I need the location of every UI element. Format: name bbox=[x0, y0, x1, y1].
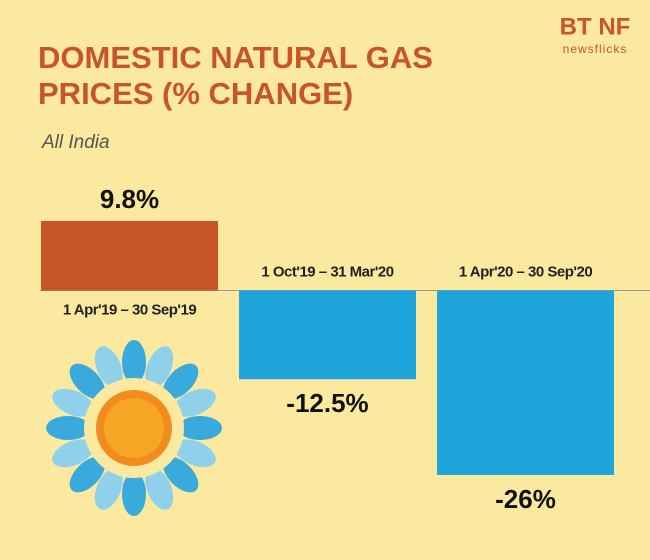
sun-ray bbox=[145, 468, 174, 510]
sun-ray bbox=[122, 340, 146, 384]
sun-ray bbox=[52, 439, 94, 468]
bar bbox=[437, 290, 614, 475]
value-label: 9.8% bbox=[100, 184, 159, 214]
brand-logo: BT NF bbox=[560, 13, 631, 40]
sun-ray bbox=[178, 416, 222, 440]
category-label: 1 Apr'19 – 30 Sep'19 bbox=[63, 301, 196, 318]
sun-ray bbox=[174, 388, 216, 417]
sun-ray bbox=[162, 456, 199, 493]
sun-ray bbox=[94, 346, 123, 388]
value-label: -12.5% bbox=[286, 388, 368, 418]
sun-ray bbox=[69, 456, 106, 493]
sun-ray bbox=[145, 346, 174, 388]
chart-title: DOMESTIC NATURAL GAS PRICES (% CHANGE) bbox=[38, 40, 433, 111]
sun-ray bbox=[94, 468, 123, 510]
category-label: 1 Oct'19 – 31 Mar'20 bbox=[261, 263, 393, 280]
sun-ray bbox=[46, 416, 90, 440]
bar bbox=[239, 290, 416, 380]
category-label: 1 Apr'20 – 30 Sep'20 bbox=[459, 263, 592, 280]
brand-tagline: newsflicks bbox=[563, 42, 628, 56]
chart-subtitle: All India bbox=[41, 132, 110, 153]
sun bbox=[46, 340, 222, 516]
sun-ray bbox=[174, 439, 216, 468]
value-label: -26% bbox=[495, 484, 556, 514]
bar bbox=[41, 221, 218, 291]
sun-ray bbox=[52, 388, 94, 417]
sun-ray bbox=[69, 363, 106, 400]
title-box: DOMESTIC NATURAL GAS PRICES (% CHANGE) bbox=[38, 40, 433, 111]
sun-ray bbox=[162, 363, 199, 400]
sun-ray bbox=[122, 472, 146, 516]
